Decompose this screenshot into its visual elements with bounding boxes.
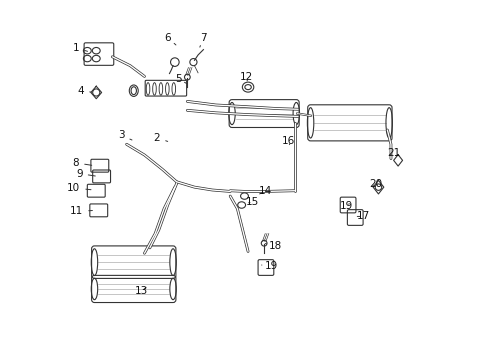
Text: 5: 5 <box>175 73 186 84</box>
Text: 12: 12 <box>239 72 252 82</box>
Text: 17: 17 <box>356 211 369 221</box>
Text: 19: 19 <box>339 201 352 211</box>
Text: 13: 13 <box>135 287 148 296</box>
Text: 7: 7 <box>200 33 206 47</box>
Text: 6: 6 <box>164 33 176 45</box>
Text: 9: 9 <box>76 168 95 179</box>
Text: 10: 10 <box>67 183 91 193</box>
Text: 14: 14 <box>258 186 271 197</box>
Text: 16: 16 <box>281 136 294 147</box>
Text: 18: 18 <box>264 241 282 251</box>
Text: 19: 19 <box>261 261 277 271</box>
Text: 15: 15 <box>245 197 259 207</box>
Text: 4: 4 <box>78 86 91 96</box>
Text: 2: 2 <box>153 133 167 143</box>
Text: 21: 21 <box>386 148 400 158</box>
Text: 20: 20 <box>368 179 382 189</box>
Text: 8: 8 <box>72 158 92 168</box>
Text: 11: 11 <box>70 206 92 216</box>
Text: 1: 1 <box>72 43 87 53</box>
Text: 3: 3 <box>118 130 132 140</box>
